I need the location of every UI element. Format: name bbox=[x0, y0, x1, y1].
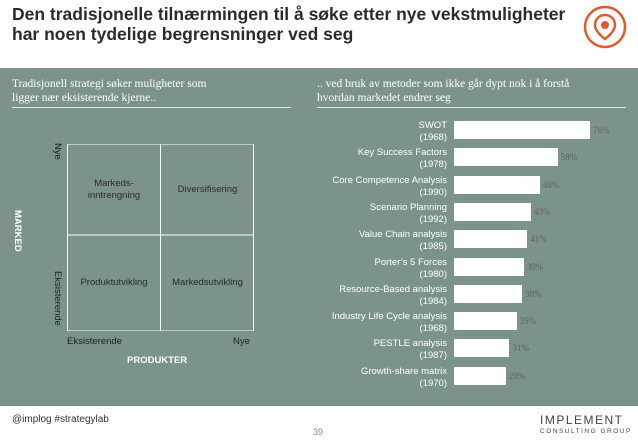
bar-label-name: Value Chain analysis bbox=[358, 229, 447, 241]
bar-label-name: SWOT bbox=[418, 120, 448, 131]
slide-title-line2: har noen tydelige begrensninger ved seg bbox=[12, 24, 354, 44]
left-subtitle-divider bbox=[12, 107, 291, 108]
bar-value-label: 31% bbox=[512, 343, 529, 354]
bar-label: PESTLE analysis (1987) bbox=[374, 338, 447, 362]
right-subtitle: .. ved bruk av metoder som ikke går dypt… bbox=[317, 77, 569, 105]
bar-label-year: (1978) bbox=[419, 159, 447, 171]
footer-hashtag: @implog #strategylab bbox=[12, 414, 109, 425]
bar-label: Core Competence Analysis (1990) bbox=[332, 175, 447, 199]
bar-label: Industry Life Cycle analysis (1968) bbox=[332, 311, 447, 335]
market-penetration-line2: inntrengning bbox=[87, 189, 141, 201]
bar-label-name: PESTLE analysis bbox=[373, 338, 447, 350]
ansoff-matrix-grid bbox=[67, 144, 254, 331]
bar-value-label: 39% bbox=[526, 261, 544, 272]
bar-label-name: Core Competence Analysis bbox=[332, 174, 447, 186]
brand-tagline: CONSULTING GROUP bbox=[540, 428, 632, 435]
matrix-cell-diversification: Diversifisering bbox=[177, 183, 238, 195]
bar-label-year: (1968) bbox=[419, 323, 447, 335]
bar-label-name: Porter’s 5 Forces bbox=[374, 256, 447, 268]
bar-value-label: 48% bbox=[542, 179, 560, 190]
right-subtitle-line1: .. ved bruk av metoder som ikke går dypt… bbox=[317, 78, 570, 90]
bar-value-label: 29% bbox=[508, 370, 526, 381]
right-subtitle-divider bbox=[317, 107, 626, 108]
bar bbox=[454, 284, 522, 303]
matrix-y-top-label: Nye bbox=[52, 143, 63, 160]
bar-label: Scenario Planning (1992) bbox=[370, 202, 447, 226]
matrix-cell-market-development: Markedsutvikling bbox=[172, 277, 243, 288]
bar bbox=[454, 121, 590, 139]
bar-value-label: 35% bbox=[519, 316, 537, 327]
bar bbox=[454, 230, 528, 249]
bar bbox=[454, 202, 531, 221]
bar-label-year: (1980) bbox=[419, 268, 447, 280]
bar bbox=[454, 257, 524, 276]
left-subtitle-line1: Tradisjonell strategi søker muligheter s… bbox=[12, 78, 207, 90]
bar-label-year: (1968) bbox=[419, 132, 447, 143]
bar bbox=[454, 312, 517, 331]
page-number: 39 bbox=[313, 427, 324, 437]
bar bbox=[454, 175, 540, 194]
bar bbox=[454, 148, 558, 167]
brand-wordmark: IMPLEMENT CONSULTING GROUP bbox=[540, 413, 632, 435]
bar-value-label: 76% bbox=[593, 125, 610, 135]
bar-label-name: Scenario Planning bbox=[369, 201, 447, 213]
bar-value-label: 41% bbox=[530, 234, 547, 245]
bar-label-name: Resource-Based analysis bbox=[339, 283, 447, 295]
bar-label: Value Chain analysis (1985) bbox=[359, 229, 447, 253]
bar-label-year: (1970) bbox=[419, 377, 447, 389]
matrix-y-bottom-label: Eksisterende bbox=[52, 271, 63, 326]
bar bbox=[454, 339, 510, 358]
bar-label: Key Success Factors (1978) bbox=[358, 147, 447, 171]
bar-label: Resource-Based analysis (1984) bbox=[339, 284, 447, 308]
right-subtitle-line2: hvordan markedet endrer seg bbox=[317, 92, 451, 104]
bar-label-year: (1990) bbox=[419, 186, 447, 198]
bar-label: Growth-share matrix (1970) bbox=[361, 366, 447, 390]
bar-label-name: Key Success Factors bbox=[357, 147, 447, 159]
bar-label-year: (1992) bbox=[419, 213, 447, 225]
brand-name: IMPLEMENT bbox=[540, 413, 624, 427]
bar-label-year: (1985) bbox=[419, 241, 447, 253]
bar-value-label: 38% bbox=[525, 288, 542, 299]
matrix-x-left-label: Eksisterende bbox=[67, 336, 122, 347]
matrix-x-axis-title: PRODUKTER bbox=[127, 355, 188, 366]
slide-title: Den tradisjonelle tilnærmingen til å søk… bbox=[12, 4, 572, 44]
bar-label-name: Industry Life Cycle analysis bbox=[331, 311, 447, 323]
matrix-cell-market-penetration: Markeds- inntrengning bbox=[67, 144, 161, 235]
slide-title-line1: Den tradisjonelle tilnærmingen til å søk… bbox=[12, 4, 566, 24]
bar-label-year: (1987) bbox=[419, 350, 447, 362]
bar-value-label: 58% bbox=[560, 152, 578, 163]
matrix-x-right-label: Nye bbox=[233, 336, 250, 347]
brand-logo-icon bbox=[583, 5, 627, 49]
market-penetration-line1: Markeds- bbox=[94, 177, 134, 189]
bar-label: Porter’s 5 Forces (1980) bbox=[374, 257, 447, 281]
matrix-cell-product-development: Produktutvikling bbox=[80, 277, 148, 288]
bar-label-name: Growth-share matrix bbox=[360, 365, 447, 377]
bar bbox=[454, 366, 506, 385]
bar-label-year: (1984) bbox=[419, 295, 447, 307]
left-subtitle-line2: ligger nær eksisterende kjerne.. bbox=[12, 92, 157, 104]
matrix-y-axis-title: MARKED bbox=[12, 210, 23, 252]
bar-label: SWOT (1968) bbox=[419, 120, 448, 144]
left-subtitle: Tradisjonell strategi søker muligheter s… bbox=[12, 77, 206, 105]
bar-value-label: 43% bbox=[533, 206, 551, 217]
